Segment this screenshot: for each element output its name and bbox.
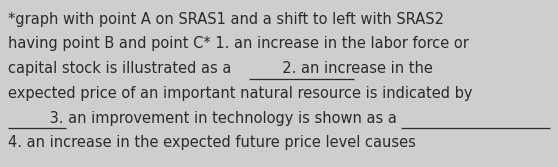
Text: expected price of an important natural resource is indicated by: expected price of an important natural r… — [8, 86, 472, 101]
Text: *graph with point A on SRAS1 and a shift to left with SRAS2: *graph with point A on SRAS1 and a shift… — [8, 12, 444, 27]
Text: capital stock is illustrated as a           2. an increase in the: capital stock is illustrated as a 2. an … — [8, 61, 432, 76]
Text: 4. an increase in the expected future price level causes: 4. an increase in the expected future pr… — [8, 135, 416, 150]
Text: having point B and point C* 1. an increase in the labor force or: having point B and point C* 1. an increa… — [8, 36, 469, 51]
Text: 3. an improvement in technology is shown as a: 3. an improvement in technology is shown… — [8, 111, 443, 126]
